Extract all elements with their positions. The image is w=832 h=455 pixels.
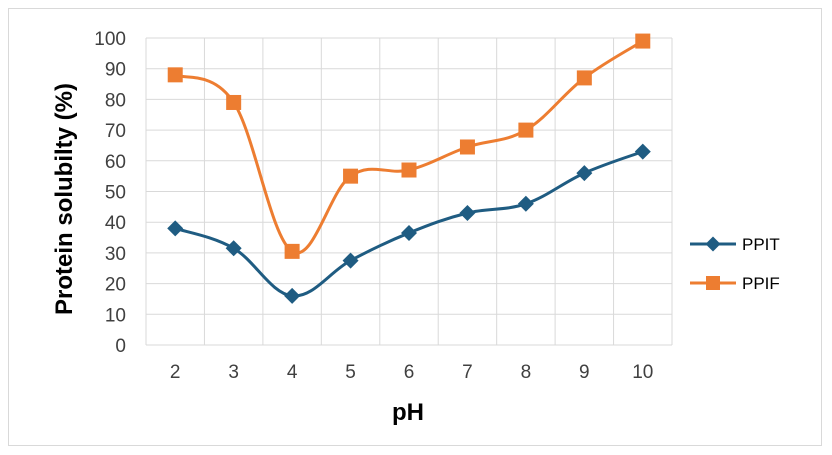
series-line-ppif	[173, 39, 645, 255]
y-tick-label: 40	[105, 213, 126, 234]
y-tick-label: 70	[105, 121, 126, 142]
x-tick-label: 7	[462, 362, 473, 383]
y-tick-label: 50	[105, 183, 126, 204]
series-layer	[167, 33, 651, 304]
data-point-square	[706, 276, 720, 290]
x-axis-ticks: 2 3 4 5 6 7 8 9 10	[170, 362, 653, 383]
legend: PPIT PPIF	[690, 235, 780, 293]
data-point-square	[226, 94, 242, 110]
y-tick-label: 90	[105, 60, 126, 81]
data-point-square	[576, 70, 592, 86]
x-axis-title: pH	[392, 399, 424, 426]
data-point-diamond	[401, 224, 417, 241]
gridlines	[145, 37, 673, 346]
data-point-square	[459, 139, 475, 155]
data-point-diamond	[284, 287, 301, 304]
data-point-diamond	[225, 240, 242, 257]
data-point-diamond	[342, 252, 359, 269]
data-point-square	[167, 67, 183, 83]
legend-label: PPIF	[742, 274, 780, 293]
y-tick-label: 60	[105, 152, 126, 173]
data-point-diamond	[576, 165, 593, 182]
x-tick-label: 10	[632, 362, 653, 383]
x-tick-label: 8	[521, 362, 532, 383]
data-point-diamond	[705, 236, 721, 252]
x-tick-label: 6	[404, 362, 415, 383]
data-point-square	[401, 162, 417, 178]
x-tick-label: 5	[345, 362, 356, 383]
data-point-diamond	[517, 195, 534, 212]
y-tick-label: 100	[94, 29, 126, 50]
chart-frame	[8, 8, 822, 446]
x-tick-label: 4	[287, 362, 298, 383]
data-point-square	[284, 243, 300, 259]
y-tick-label: 0	[115, 336, 126, 357]
y-tick-label: 30	[105, 244, 126, 265]
data-point-diamond	[634, 143, 651, 160]
data-point-square	[635, 33, 651, 49]
y-axis-title: Protein solubilty (%)	[51, 83, 78, 315]
y-tick-label: 80	[105, 90, 126, 111]
y-axis-ticks: 0 10 20 30 40 50 60 70 80 90 100	[94, 29, 126, 357]
data-point-square	[343, 168, 359, 184]
data-point-diamond	[167, 220, 184, 237]
y-tick-label: 20	[105, 275, 126, 296]
data-point-square	[518, 122, 534, 138]
x-tick-label: 2	[170, 362, 181, 383]
legend-label: PPIT	[742, 235, 780, 254]
x-tick-label: 3	[228, 362, 239, 383]
data-point-diamond	[459, 204, 476, 221]
y-tick-label: 10	[105, 305, 126, 326]
x-tick-label: 9	[579, 362, 590, 383]
